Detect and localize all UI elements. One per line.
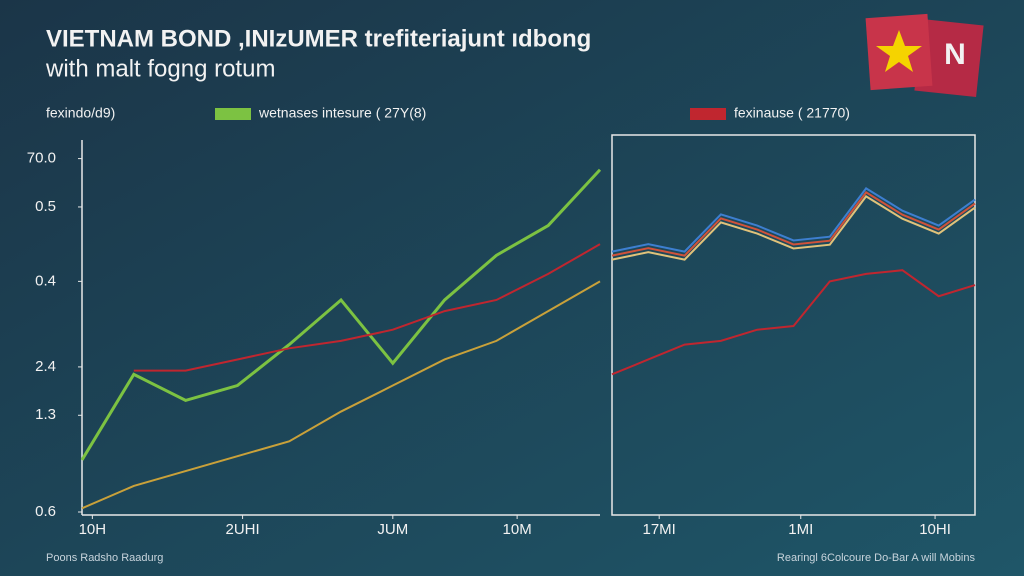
y-tick-label: 0.5 bbox=[35, 198, 56, 215]
x-tick-label: 17MI bbox=[643, 521, 676, 538]
legend-swatch bbox=[690, 108, 726, 120]
x-tick-label: 10M bbox=[503, 521, 532, 538]
flag: N bbox=[865, 13, 984, 98]
line bbox=[80, 168, 602, 461]
y-tick-label: 0.4 bbox=[35, 272, 56, 289]
y-tick-label: 2.4 bbox=[35, 358, 56, 375]
line bbox=[133, 243, 601, 372]
y-tick-label: 0.6 bbox=[35, 503, 56, 520]
x-tick-label: 10HI bbox=[919, 521, 951, 538]
y-axis-label: fexindo/d9) bbox=[46, 105, 115, 121]
x-tick-label: 10H bbox=[79, 521, 107, 538]
chart-subtitle: with malt fogng rotum bbox=[45, 55, 275, 82]
footer-left: Poons Radsho Raadurg bbox=[46, 552, 163, 564]
footer-right: Rearingl 6Colcoure Do-Bar A will Mobins bbox=[777, 552, 976, 564]
x-tick-label: JUM bbox=[377, 521, 408, 538]
x-tick-label: 1MI bbox=[788, 521, 813, 538]
right-panel-frame bbox=[611, 134, 976, 516]
chart-title: VIETNAM BOND ,INIzUMER trefiteriajunt ıd… bbox=[46, 25, 591, 52]
flag-label: N bbox=[944, 38, 966, 71]
line-shadow bbox=[611, 195, 976, 261]
y-tick-label: 70.0 bbox=[27, 150, 56, 167]
legend-label: wetnases intesure ( 27Y(8) bbox=[258, 105, 426, 121]
legend-swatch bbox=[215, 108, 251, 120]
line-shadow bbox=[611, 191, 976, 257]
legend-label: fexinause ( 21770) bbox=[734, 105, 850, 121]
line bbox=[81, 280, 601, 510]
line bbox=[611, 269, 976, 376]
y-tick-label: 1.3 bbox=[35, 406, 56, 423]
line bbox=[611, 187, 976, 253]
x-tick-label: 2UHI bbox=[225, 521, 259, 538]
